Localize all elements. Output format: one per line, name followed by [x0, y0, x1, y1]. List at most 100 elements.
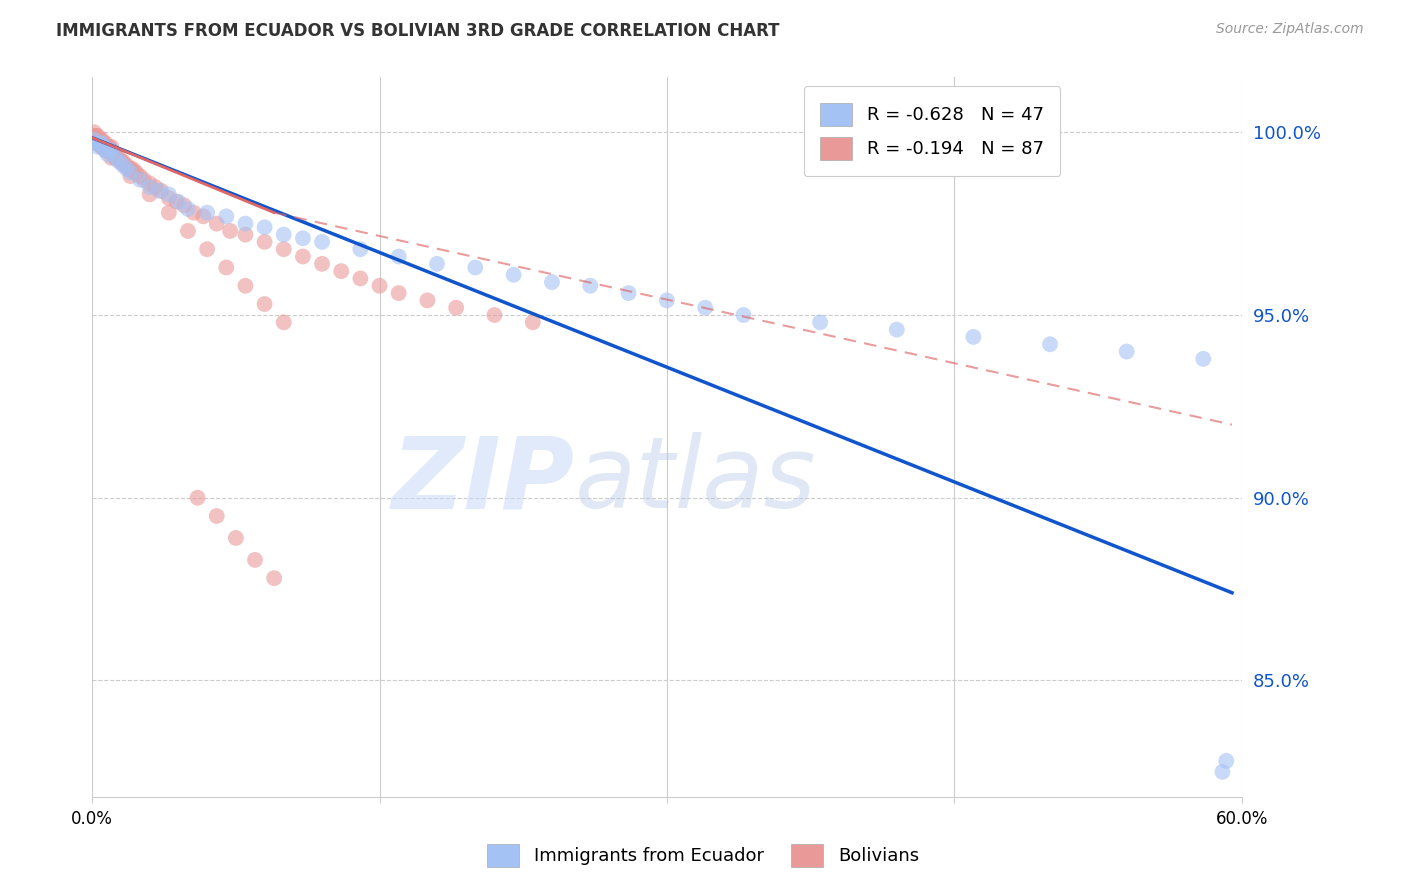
Point [1211, 764, 1233, 779]
Point [87, 136, 110, 151]
Point [695, 301, 717, 315]
Point [104, 147, 127, 161]
Point [388, 286, 411, 301]
Point [138, 180, 160, 194]
Point [177, 224, 200, 238]
Point [655, 293, 678, 308]
Point [98, 144, 121, 158]
Point [104, 151, 127, 165]
Point [120, 165, 142, 179]
Point [129, 173, 152, 187]
Point [104, 151, 127, 165]
Point [157, 187, 180, 202]
Point [84, 132, 107, 146]
Point [215, 210, 238, 224]
Y-axis label: 3rd Grade: 3rd Grade [0, 399, 7, 476]
Point [84, 136, 107, 151]
Point [205, 508, 228, 523]
Text: atlas: atlas [575, 432, 817, 529]
Point [1215, 754, 1237, 768]
Point [96, 144, 118, 158]
Point [89, 132, 111, 146]
Point [186, 491, 208, 505]
Point [110, 154, 132, 169]
Point [83, 132, 105, 146]
Point [330, 264, 353, 278]
Point [84, 132, 107, 146]
Point [94, 136, 117, 151]
Point [522, 315, 544, 329]
Point [87, 128, 110, 143]
Point [121, 161, 143, 176]
Point [96, 147, 118, 161]
Point [263, 571, 285, 585]
Point [235, 278, 257, 293]
Point [193, 210, 215, 224]
Point [115, 158, 138, 172]
Point [100, 144, 122, 158]
Point [1115, 344, 1137, 359]
Point [150, 184, 173, 198]
Point [219, 224, 242, 238]
Point [93, 140, 115, 154]
Point [117, 161, 139, 176]
Point [94, 144, 117, 158]
Point [183, 205, 205, 219]
Point [177, 202, 200, 216]
Point [100, 140, 122, 154]
Point [93, 140, 115, 154]
Point [173, 198, 195, 212]
Point [138, 187, 160, 202]
Point [235, 217, 257, 231]
Point [349, 271, 371, 285]
Point [132, 173, 155, 187]
Point [157, 191, 180, 205]
Text: IMMIGRANTS FROM ECUADOR VS BOLIVIAN 3RD GRADE CORRELATION CHART: IMMIGRANTS FROM ECUADOR VS BOLIVIAN 3RD … [56, 22, 780, 40]
Point [273, 227, 295, 242]
Point [733, 308, 755, 322]
Point [87, 136, 110, 151]
Point [291, 250, 314, 264]
Legend: R = -0.628   N = 47, R = -0.194   N = 87: R = -0.628 N = 47, R = -0.194 N = 87 [804, 87, 1060, 177]
Point [94, 144, 117, 158]
Point [115, 161, 138, 176]
Point [617, 286, 640, 301]
Point [273, 315, 295, 329]
Point [1192, 351, 1215, 366]
Point [83, 128, 105, 143]
Point [311, 235, 333, 249]
Point [108, 151, 131, 165]
Point [195, 242, 218, 256]
Point [416, 293, 439, 308]
Point [90, 132, 112, 146]
Point [100, 144, 122, 158]
Point [167, 194, 190, 209]
Point [90, 140, 112, 154]
Point [195, 205, 218, 219]
Point [83, 128, 105, 143]
Point [129, 169, 152, 183]
Point [541, 275, 564, 289]
Point [291, 231, 314, 245]
Point [253, 220, 276, 235]
Point [89, 136, 111, 151]
Point [100, 144, 122, 158]
Point [96, 140, 118, 154]
Point [225, 531, 247, 545]
Point [148, 184, 170, 198]
Text: Source: ZipAtlas.com: Source: ZipAtlas.com [1216, 22, 1364, 37]
Point [90, 140, 112, 154]
Point [83, 125, 105, 139]
Point [87, 132, 110, 146]
Point [87, 140, 110, 154]
Text: ZIP: ZIP [392, 432, 575, 529]
Point [579, 278, 602, 293]
Point [93, 136, 115, 151]
Point [138, 177, 160, 191]
Point [1039, 337, 1062, 351]
Point [90, 136, 112, 151]
Point [120, 169, 142, 183]
Point [484, 308, 506, 322]
Point [90, 136, 112, 151]
Point [157, 205, 180, 219]
